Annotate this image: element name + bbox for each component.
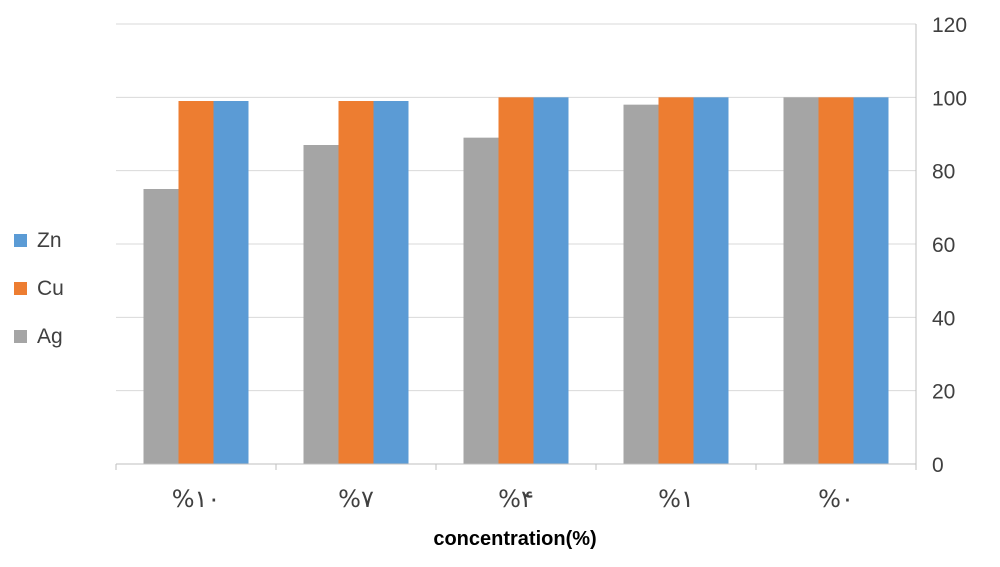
axes — [115, 24, 917, 470]
x-tick-label: %١٠ — [172, 485, 221, 513]
bar-ag — [623, 104, 659, 465]
bar-zn — [853, 97, 889, 464]
bars — [143, 97, 889, 465]
y-tick-label: 120 — [932, 14, 967, 37]
legend: Zn Cu Ag — [14, 228, 64, 372]
y-tick-label: 60 — [932, 234, 955, 257]
bar-zn — [373, 101, 409, 464]
bar-cu — [818, 97, 854, 464]
y-tick-label: 80 — [932, 161, 955, 184]
bar-zn — [533, 97, 569, 464]
y-tick-label: 0 — [932, 454, 944, 477]
x-tick-labels: %١٠ %٧ %۴ %١ %٠ — [172, 485, 854, 513]
bar-cu — [658, 97, 694, 464]
legend-label-cu: Cu — [37, 276, 64, 300]
bar-cu — [178, 101, 214, 464]
legend-label-ag: Ag — [37, 324, 63, 348]
legend-item-ag: Ag — [14, 324, 64, 349]
bar-cu — [498, 97, 534, 464]
legend-swatch-zn — [14, 234, 27, 247]
bar-ag — [463, 137, 499, 464]
x-tick-label: %١ — [658, 485, 694, 513]
y-tick-label: 20 — [932, 381, 955, 404]
x-axis-label: concentration(%) — [433, 528, 597, 550]
bar-zn — [693, 97, 729, 464]
bar-cu — [338, 101, 374, 464]
bar-zn — [213, 101, 249, 464]
y-tick-label: 100 — [932, 87, 967, 110]
y-tick-labels: 0 20 40 60 80 100 120 — [932, 14, 967, 477]
legend-label-zn: Zn — [37, 228, 62, 252]
x-tick-label: %٧ — [338, 485, 374, 513]
legend-swatch-cu — [14, 282, 27, 295]
x-tick-label: %۴ — [498, 485, 534, 513]
legend-item-zn: Zn — [14, 228, 64, 253]
legend-item-cu: Cu — [14, 276, 64, 301]
y-tick-label: 40 — [932, 307, 955, 330]
bar-ag — [303, 145, 339, 464]
bar-ag — [143, 189, 179, 464]
legend-swatch-ag — [14, 330, 27, 343]
bar-ag — [783, 97, 819, 464]
x-tick-label: %٠ — [818, 485, 854, 513]
